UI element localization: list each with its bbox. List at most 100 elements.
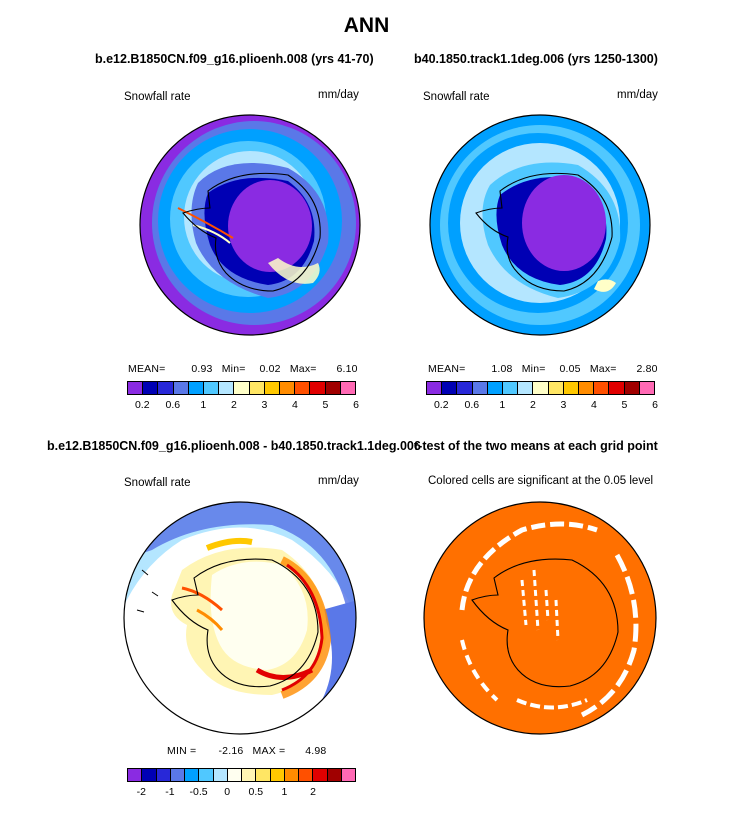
colorbar-tick-label: 3: [560, 399, 567, 411]
colorbar-swatch: [128, 769, 143, 781]
colorbar-swatch: [204, 382, 220, 394]
panel3-variable: Snowfall rate: [124, 477, 191, 489]
colorbar-swatch: [624, 382, 640, 394]
panel2-title: b40.1850.track1.1deg.006 (yrs 1250-1300): [414, 52, 658, 66]
colorbar-tick-label: 5: [621, 399, 628, 411]
colorbar-swatch: [295, 382, 311, 394]
colorbar-swatch: [213, 769, 228, 781]
colorbar-swatch: [594, 382, 610, 394]
colorbar-swatch: [487, 382, 504, 394]
panel2-mean: 1.08: [491, 363, 513, 375]
panel1-units: mm/day: [318, 89, 359, 101]
colorbar-swatch: [270, 769, 285, 781]
panel3-colorbar: [127, 768, 356, 782]
colorbar-swatch: [249, 382, 265, 394]
colorbar-swatch: [325, 382, 341, 394]
panel1-title: b.e12.B1850CN.f09_g16.plioenh.008 (yrs 4…: [95, 52, 374, 66]
colorbar-tick-label: 2: [310, 786, 316, 798]
colorbar-swatch: [503, 382, 519, 394]
panel1-mean-label: MEAN=: [128, 363, 166, 375]
panel2-units: mm/day: [617, 89, 658, 101]
colorbar-swatch: [327, 769, 342, 781]
colorbar-swatch: [185, 769, 200, 781]
colorbar-tick-label: 0.6: [464, 399, 480, 411]
colorbar-tick-label: 2: [529, 399, 536, 411]
colorbar-tick-label: 6: [353, 399, 359, 411]
colorbar-swatch: [170, 769, 185, 781]
colorbar-tick-label: -2: [136, 786, 146, 798]
colorbar-swatch: [533, 382, 549, 394]
colorbar-swatch: [609, 382, 625, 394]
panel2-mean-label: MEAN=: [428, 363, 466, 375]
panel2-variable: Snowfall rate: [423, 91, 490, 103]
panel2-stats: MEAN= 1.08 Min= 0.05 Max= 2.80: [428, 363, 658, 375]
colorbar-swatch: [313, 769, 328, 781]
colorbar-swatch: [227, 769, 242, 781]
colorbar-tick-label: 5: [322, 399, 329, 411]
colorbar-swatch: [579, 382, 595, 394]
colorbar-swatch: [639, 382, 655, 394]
panel1-max: 6.10: [336, 363, 358, 375]
colorbar-tick-label: 1: [200, 399, 207, 411]
panel1-min-label: Min=: [221, 363, 246, 375]
colorbar-swatch: [280, 382, 296, 394]
colorbar-swatch: [256, 769, 271, 781]
colorbar-swatch: [158, 382, 174, 394]
colorbar-tick-label: 0.6: [165, 399, 181, 411]
panel2-max-label: Max=: [589, 363, 617, 375]
panel2-max: 2.80: [636, 363, 658, 375]
colorbar-tick-label: 6: [652, 399, 658, 411]
panel3-max-label: MAX =: [252, 745, 286, 757]
panel3-min: -2.16: [218, 745, 244, 757]
colorbar-swatch: [128, 382, 144, 394]
panel1-mean: 0.93: [191, 363, 213, 375]
colorbar-tick-label: -0.5: [189, 786, 208, 798]
colorbar-swatch: [173, 382, 189, 394]
colorbar-tick-label: 4: [591, 399, 597, 411]
colorbar-swatch: [548, 382, 564, 394]
colorbar-swatch: [563, 382, 580, 394]
panel2-min: 0.05: [559, 363, 581, 375]
colorbar-swatch: [310, 382, 326, 394]
colorbar-tick-label: 1: [499, 399, 506, 411]
colorbar-tick-label: 2: [230, 399, 237, 411]
colorbar-swatch: [143, 382, 159, 394]
colorbar-swatch: [299, 769, 314, 781]
panel1-variable: Snowfall rate: [124, 91, 191, 103]
colorbar-swatch: [427, 382, 443, 394]
panel3-stats: MIN = -2.16 MAX = 4.98: [167, 745, 326, 757]
panel2-min-label: Min=: [521, 363, 546, 375]
colorbar-tick-label: 3: [261, 399, 268, 411]
colorbar-swatch: [188, 382, 205, 394]
panel3-map: [123, 501, 357, 735]
panel3-max: 4.98: [305, 745, 327, 757]
colorbar-tick-label: -1: [165, 786, 175, 798]
panel2-map: [429, 114, 651, 336]
panel3-title: b.e12.B1850CN.f09_g16.plioenh.008 - b40.…: [47, 439, 421, 453]
panel4-title: t-test of the two means at each grid poi…: [414, 439, 658, 453]
panel2-colorbar: [426, 381, 655, 395]
panel1-colorbar: [127, 381, 356, 395]
colorbar-swatch: [472, 382, 488, 394]
colorbar-swatch: [219, 382, 235, 394]
panel4-map: [423, 501, 657, 735]
colorbar-swatch: [242, 769, 257, 781]
colorbar-swatch: [518, 382, 534, 394]
colorbar-swatch: [341, 769, 355, 781]
colorbar-swatch: [142, 769, 157, 781]
colorbar-tick-label: 0.2: [433, 399, 449, 411]
colorbar-swatch: [457, 382, 473, 394]
colorbar-swatch: [234, 382, 250, 394]
colorbar-swatch: [199, 769, 214, 781]
colorbar-tick-label: 4: [292, 399, 298, 411]
panel1-min: 0.02: [259, 363, 281, 375]
colorbar-tick-label: 1: [281, 786, 288, 798]
panel1-map: [139, 114, 361, 336]
panel4-subtitle: Colored cells are significant at the 0.0…: [428, 475, 654, 487]
colorbar-swatch: [442, 382, 458, 394]
colorbar-swatch: [156, 769, 171, 781]
figure-title: ANN: [343, 14, 390, 37]
colorbar-tick-label: 0.2: [134, 399, 150, 411]
panel3-units: mm/day: [318, 475, 359, 487]
panel1-max-label: Max=: [289, 363, 317, 375]
